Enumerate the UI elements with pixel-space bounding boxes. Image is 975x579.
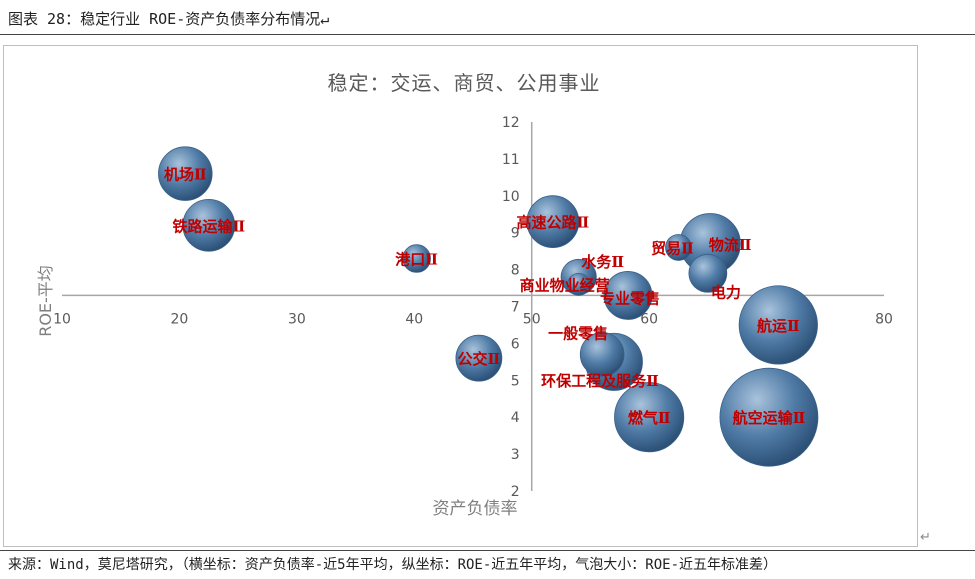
y-axis-title: ROE-平均 <box>36 265 55 337</box>
chart-frame: 稳定：交运、商贸、公用事业 10203040506070802345678910… <box>3 45 918 547</box>
bubble-label: 公交Ⅱ <box>458 350 501 368</box>
x-tick-label: 60 <box>640 311 658 327</box>
bubble-label: 商业物业经营 <box>520 276 610 294</box>
bubble-point <box>688 253 728 293</box>
bubble-label: 环保工程及服务Ⅱ <box>541 372 659 390</box>
x-tick-label: 40 <box>405 311 423 327</box>
bubble-point <box>665 234 692 261</box>
y-tick-label: 11 <box>502 152 520 168</box>
bubble-label: 航运Ⅱ <box>757 317 800 335</box>
caption-rule <box>0 34 975 35</box>
bubble-point <box>455 334 503 382</box>
y-tick-label: 10 <box>502 189 520 205</box>
bubble-point <box>402 244 431 273</box>
figure-source: 来源：Wind，莫尼塔研究，（横坐标：资产负债率-近5年平均，纵坐标：ROE-近… <box>8 557 777 573</box>
bubble-label: 一般零售 <box>548 324 608 342</box>
bubble-point <box>526 195 580 248</box>
y-tick-label: 12 <box>502 115 520 131</box>
bubble-label: 燃气Ⅱ <box>628 409 671 427</box>
bubble-label: 高速公路Ⅱ <box>517 214 590 232</box>
y-tick-label: 8 <box>511 263 520 279</box>
x-tick-label: 10 <box>53 311 71 327</box>
figure-caption: 图表 28：稳定行业 ROE-资产负债率分布情况↵ <box>8 10 330 28</box>
y-tick-label: 9 <box>511 226 520 242</box>
bubble-label: 专业零售 <box>600 289 660 307</box>
bubble-point <box>567 273 591 296</box>
bubble-label: 航空运输Ⅱ <box>733 409 806 427</box>
x-axis-title: 资产负债率 <box>433 499 518 519</box>
bubble-point <box>603 271 653 320</box>
bubble-point <box>579 332 625 377</box>
x-tick-label: 30 <box>288 311 306 327</box>
y-tick-label: 5 <box>511 373 520 389</box>
bubble-label: 贸易Ⅱ <box>651 239 694 257</box>
bubble-label: 物流Ⅱ <box>709 236 752 254</box>
x-tick-label: 80 <box>875 311 893 327</box>
bubble-point <box>158 146 213 201</box>
bubble-series <box>158 146 819 467</box>
y-tick-label: 6 <box>511 336 520 352</box>
y-tick-label: 4 <box>511 410 520 426</box>
bubble-point <box>738 285 818 365</box>
bubble-label: 水务Ⅱ <box>581 253 624 271</box>
bubble-label: 铁路运输Ⅱ <box>172 217 245 235</box>
bubble-labels: 机场Ⅱ 铁路运输Ⅱ 港口Ⅱ 高速公路Ⅱ 公交Ⅱ 贸易Ⅱ 物流Ⅱ 水务Ⅱ 电力 商业物业经营专业零售… <box>164 166 805 428</box>
y-tick-label: 2 <box>511 484 520 500</box>
y-tick-label: 7 <box>511 300 520 316</box>
bubble-label: 港口Ⅱ <box>395 251 438 269</box>
bubble-point <box>182 198 236 252</box>
bubble-point <box>614 382 685 453</box>
source-rule <box>0 550 975 551</box>
bubble-chart: 稳定：交运、商贸、公用事业 10203040506070802345678910… <box>36 71 893 519</box>
y-tick-label: 3 <box>511 447 520 463</box>
bubble-label: 机场Ⅱ <box>164 166 207 184</box>
bubble-point <box>719 367 819 467</box>
chart-title: 稳定：交运、商贸、公用事业 <box>328 71 601 95</box>
x-tick-label: 20 <box>171 311 189 327</box>
bubble-label: 电力 <box>711 283 741 301</box>
paragraph-mark: ↵ <box>920 530 931 545</box>
x-tick-label: 50 <box>523 311 541 327</box>
